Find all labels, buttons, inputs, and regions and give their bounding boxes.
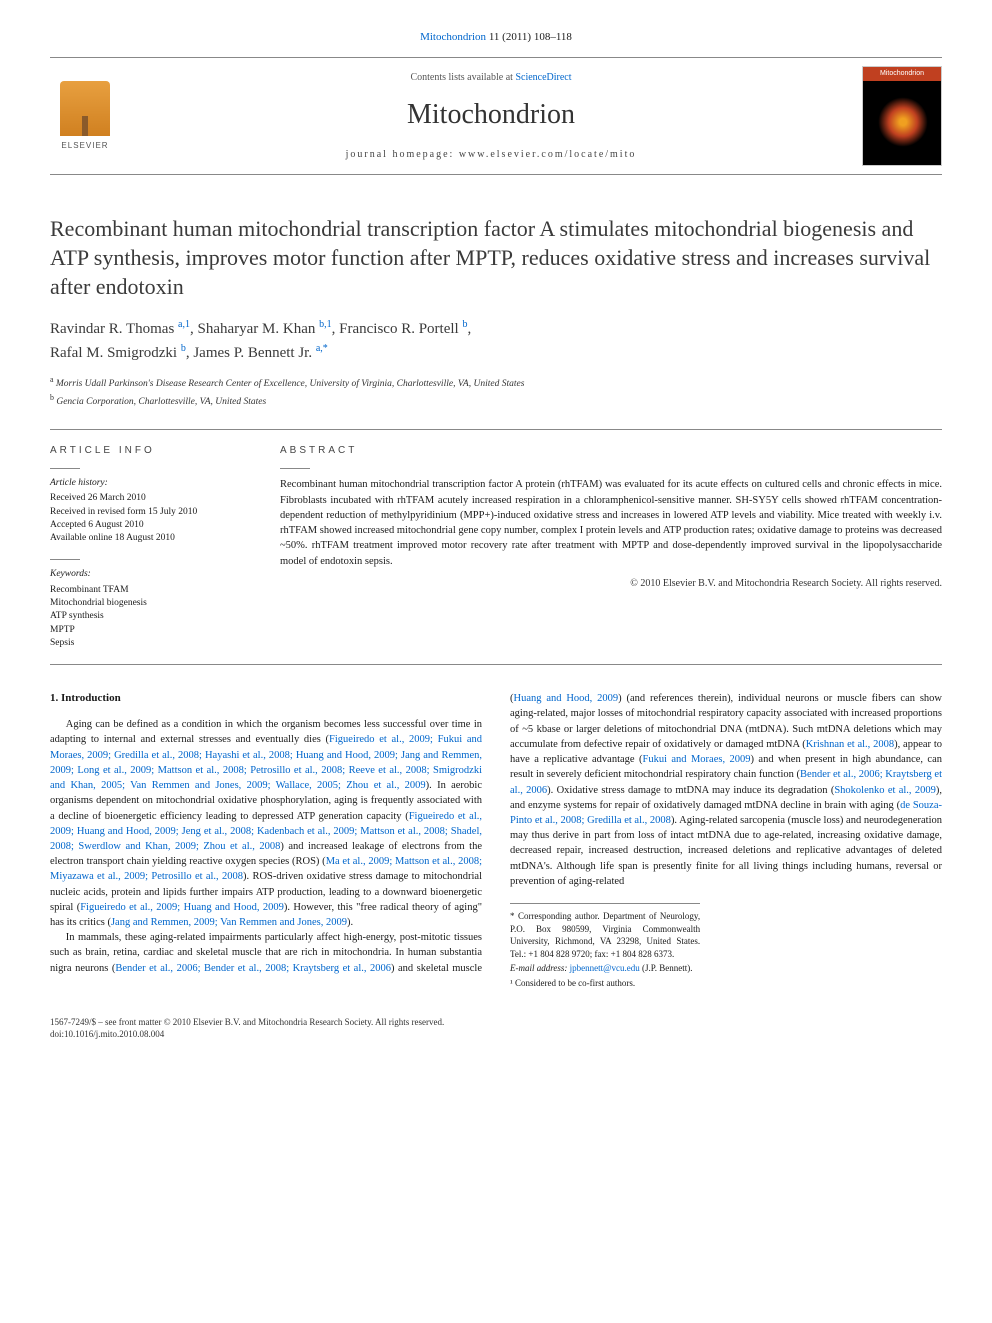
email-link[interactable]: jpbennett@vcu.edu [570, 963, 640, 973]
article-info: ARTICLE INFO Article history: Received 2… [50, 444, 250, 650]
citation-volpages: 11 (2011) 108–118 [486, 31, 572, 43]
citation-link[interactable]: Fukui and Moraes, 2009 [642, 754, 750, 765]
journal-name: Mitochondrion [120, 95, 862, 134]
citation-link[interactable]: Huang and Hood, 2009 [514, 693, 619, 704]
contents-pre: Contents lists available at [410, 72, 515, 83]
affiliations: a Morris Udall Parkinson's Disease Resea… [50, 374, 942, 409]
abstract-copyright: © 2010 Elsevier B.V. and Mitochondria Re… [280, 577, 942, 592]
affiliation-b: b Gencia Corporation, Charlottesville, V… [50, 392, 942, 409]
email-label: E-mail address: [510, 963, 567, 973]
affiliation-a: a Morris Udall Parkinson's Disease Resea… [50, 374, 942, 391]
publisher-name: ELSEVIER [61, 140, 108, 151]
top-citation: Mitochondrion 11 (2011) 108–118 [50, 30, 942, 45]
corresponding-author-note: * Corresponding author. Department of Ne… [510, 910, 700, 960]
homepage-url: www.elsevier.com/locate/mito [459, 149, 637, 160]
homepage-label: journal homepage: [346, 149, 459, 160]
history-label: Article history: [50, 477, 250, 490]
email-suffix: (J.P. Bennett). [640, 963, 693, 973]
doi: doi:10.1016/j.mito.2010.08.004 [50, 1028, 942, 1041]
keyword: Recombinant TFAM [50, 584, 250, 597]
issn-copyright: 1567-7249/$ – see front matter © 2010 El… [50, 1016, 942, 1029]
section-heading-intro: 1. Introduction [50, 691, 482, 707]
journal-header: ELSEVIER Contents lists available at Sci… [50, 57, 942, 175]
history-item: Received in revised form 15 July 2010 [50, 506, 250, 519]
history-item: Accepted 6 August 2010 [50, 519, 250, 532]
header-center: Contents lists available at ScienceDirec… [120, 71, 862, 162]
info-abstract-block: ARTICLE INFO Article history: Received 2… [50, 429, 942, 665]
journal-cover-thumbnail: Mitochondrion [862, 66, 942, 166]
body-text: 1. Introduction Aging can be defined as … [50, 691, 942, 989]
bottom-matter: 1567-7249/$ – see front matter © 2010 El… [50, 1010, 942, 1041]
cover-art-icon [878, 97, 928, 147]
keywords-label: Keywords: [50, 568, 250, 581]
journal-homepage: journal homepage: www.elsevier.com/locat… [120, 148, 862, 162]
keyword: ATP synthesis [50, 610, 250, 623]
paragraph: Aging can be defined as a condition in w… [50, 717, 482, 930]
elsevier-tree-icon [60, 81, 110, 136]
divider [50, 559, 80, 560]
cover-title-bar: Mitochondrion [863, 67, 941, 81]
article-title: Recombinant human mitochondrial transcri… [50, 215, 942, 301]
authors-list: Ravindar R. Thomas a,1, Shaharyar M. Kha… [50, 317, 942, 364]
citation-link[interactable]: Shokolenko et al., 2009 [834, 785, 936, 796]
footnotes: * Corresponding author. Department of Ne… [510, 903, 700, 990]
citation-link[interactable]: Krishnan et al., 2008 [806, 739, 894, 750]
citation-link[interactable]: Bender et al., 2006; Bender et al., 2008… [115, 963, 391, 974]
history-item: Available online 18 August 2010 [50, 532, 250, 545]
keyword: MPTP [50, 624, 250, 637]
abstract-heading: ABSTRACT [280, 444, 942, 459]
sciencedirect-link[interactable]: ScienceDirect [515, 72, 571, 83]
citation-link[interactable]: Jang and Remmen, 2009; Van Remmen and Jo… [111, 917, 347, 928]
abstract-text: Recombinant human mitochondrial transcri… [280, 477, 942, 568]
cofirst-note: ¹ Considered to be co-first authors. [510, 977, 700, 990]
citation-link[interactable]: Figueiredo et al., 2009; Huang and Hood,… [80, 902, 284, 913]
keyword: Mitochondrial biogenesis [50, 597, 250, 610]
publisher-logo: ELSEVIER [50, 76, 120, 156]
divider [280, 468, 310, 469]
email-line: E-mail address: jpbennett@vcu.edu (J.P. … [510, 962, 700, 975]
divider [50, 468, 80, 469]
keyword: Sepsis [50, 637, 250, 650]
history-item: Received 26 March 2010 [50, 492, 250, 505]
keywords-block: Keywords: Recombinant TFAM Mitochondrial… [50, 559, 250, 650]
contents-available-line: Contents lists available at ScienceDirec… [120, 71, 862, 85]
citation-journal-link[interactable]: Mitochondrion [420, 31, 486, 43]
abstract: ABSTRACT Recombinant human mitochondrial… [280, 444, 942, 650]
article-info-heading: ARTICLE INFO [50, 444, 250, 458]
